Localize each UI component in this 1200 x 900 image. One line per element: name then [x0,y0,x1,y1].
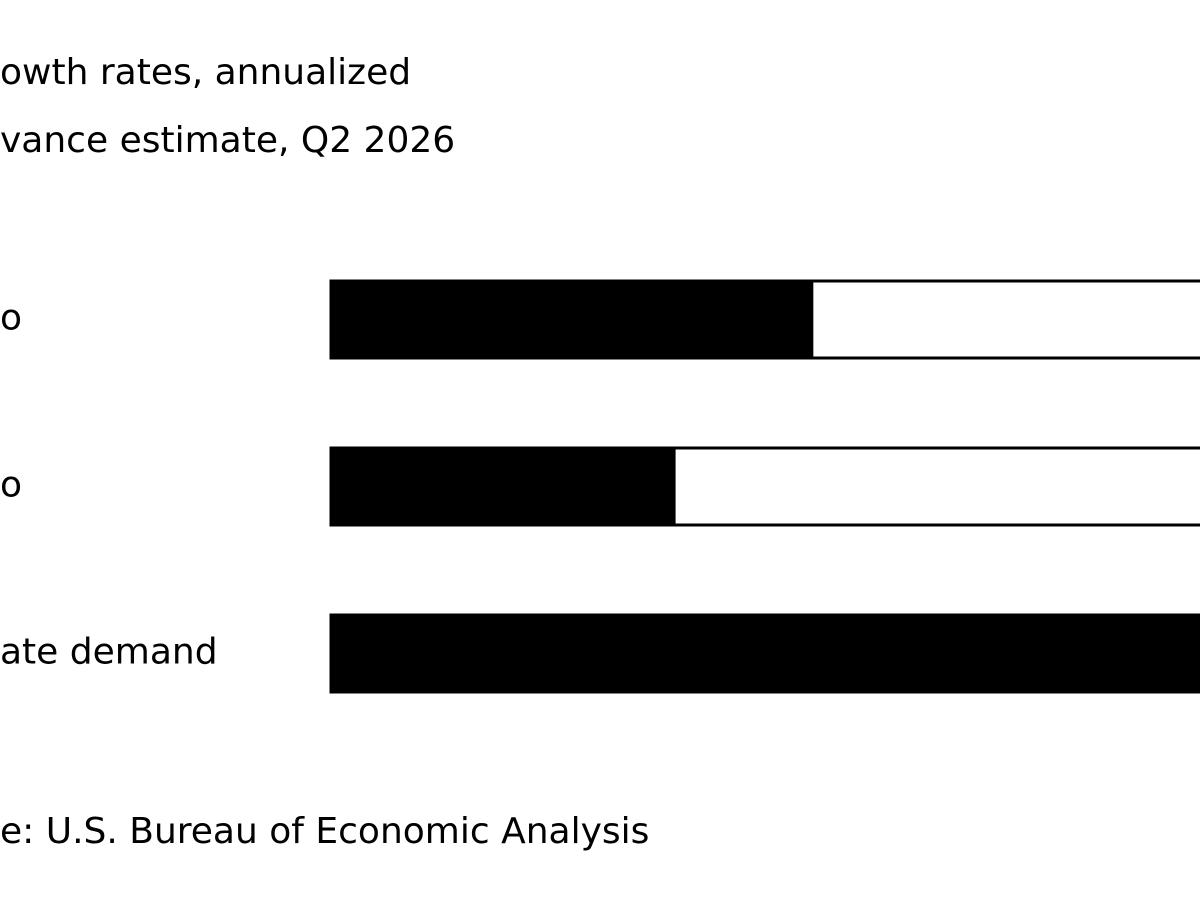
bar [330,447,676,526]
bar [330,614,1200,693]
chart-title: owth rates, annualized [0,52,411,93]
category-label: ate demand [0,632,218,673]
bar [330,280,814,359]
chart-subtitle: vance estimate, Q2 2026 [0,120,455,161]
category-label: o [0,298,22,339]
source-note: e: U.S. Bureau of Economic Analysis [0,811,649,852]
category-label: o [0,465,22,506]
